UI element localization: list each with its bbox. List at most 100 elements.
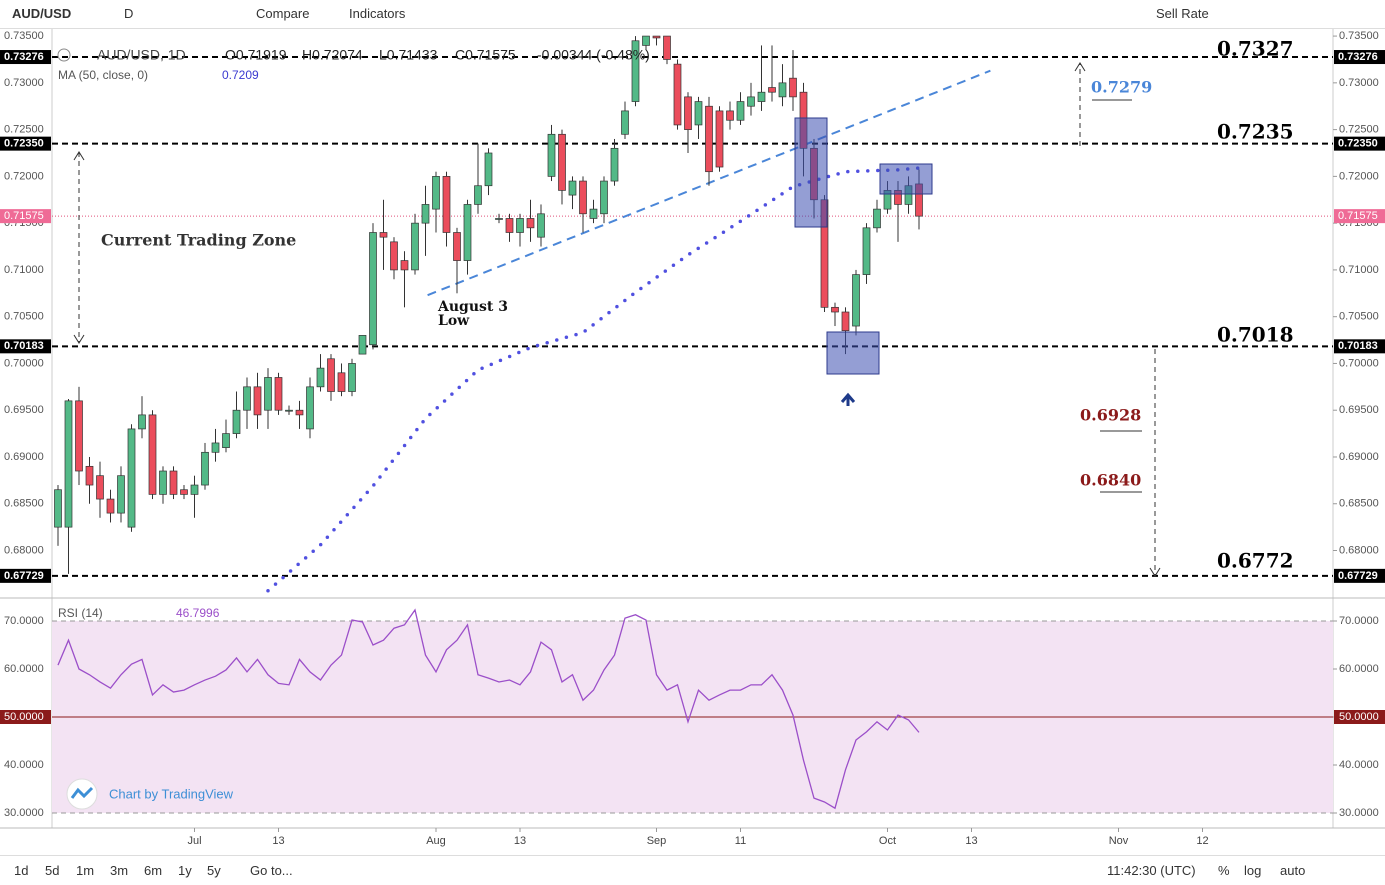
candle-body [54,489,62,528]
price-badge [1334,136,1385,151]
price-badge-label: 0.67729 [4,570,44,582]
candle-body [85,465,94,486]
y-tick-label: 0.70000 [1339,357,1379,369]
price-badge-label: 0.72350 [1338,138,1378,150]
range-button[interactable]: 1d [14,863,29,878]
price-badge-label: 0.73276 [4,51,44,63]
candle-body [127,428,136,528]
candle-body [474,185,482,205]
candle-body [768,87,776,93]
arrow-heads [73,151,85,344]
candle-body [358,335,367,355]
y-tick-label: 0.71000 [1339,264,1379,276]
candle-body [316,367,325,388]
price-badge-label: 0.73276 [1338,51,1378,63]
percent-toggle[interactable]: % [1218,863,1230,878]
legend-title: AUD/USD, 1D [97,47,186,63]
arrow-head [1074,62,1086,72]
y-tick-label: 0.68500 [1339,498,1379,510]
candle-body [673,63,682,126]
arrow-head [1149,567,1161,577]
candle-body [201,451,209,486]
target-annotation: 0.7279 [1091,78,1152,97]
rsi-legend: RSI (14) [58,606,103,620]
rsi-pane [52,608,1333,814]
price-badge [0,339,51,354]
compare[interactable]: Compare [256,6,310,21]
clock: 11:42:30 (UTC) [1107,863,1196,878]
y-tick-label: 0.69000 [4,451,44,463]
mid-badge [1334,710,1385,724]
candle-body [505,218,514,233]
range-button[interactable]: 5d [45,863,60,878]
y-tick-label: 40.0000 [4,759,44,771]
candle-body [337,372,346,392]
legend-high: H0.72074 [302,47,363,63]
candle-body [169,470,178,495]
candle-body [222,433,230,448]
y-tick-label: 0.69000 [1339,451,1379,463]
candle-body [736,101,745,121]
candle-body [610,147,619,182]
indicators[interactable]: Indicators [349,6,406,21]
target-annotation: 0.6928 [1080,406,1141,425]
candle-body [159,470,167,495]
x-tick-label: Nov [1109,835,1129,847]
candle-body [715,110,724,168]
y-tick-label: 0.71000 [4,264,44,276]
sell-rate[interactable]: Sell Rate [1156,6,1209,21]
legend-icon[interactable] [57,48,71,62]
last-price-badge [0,209,51,224]
auto-toggle[interactable]: auto [1280,863,1306,878]
candle-body [285,409,293,412]
goto[interactable]: Go to... [250,863,293,878]
y-tick-label: 0.72500 [1339,124,1379,136]
range-button[interactable]: 1y [178,863,192,878]
candle-body [390,241,398,271]
candle-body [148,414,157,495]
x-tick-label: 11 [735,835,746,847]
range-button[interactable]: 1m [76,863,95,878]
ma-value: 0.7209 [222,68,259,82]
price-pane [52,35,1333,593]
symbol[interactable]: AUD/USD [12,6,72,21]
range-button[interactable]: 3m [110,863,129,878]
candle-body [232,409,241,434]
axes: 0.68000 0.68000 0.68500 0.68500 0.69000 0.690… [0,30,1385,847]
candle-body [526,218,535,229]
y-tick-label: 70.0000 [1339,615,1379,627]
candle-body [537,213,545,238]
y-tick-label: 0.72000 [1339,170,1379,182]
interval[interactable]: D [124,6,134,21]
candle-body [757,91,766,102]
x-tick-label: Aug [426,835,446,847]
candle-body [463,204,472,261]
candle-body [778,82,787,98]
candle-body [600,180,608,215]
range-button[interactable]: 6m [144,863,163,878]
candle-body [274,377,283,411]
candle-body [64,400,73,528]
last-price-label: 0.71575 [1338,210,1378,222]
candle-body [243,386,251,411]
y-tick-label: 60.0000 [1339,663,1379,675]
candle-body [652,35,661,39]
last-price-badge [1334,209,1385,224]
candle-body [211,442,220,453]
candle-body [631,40,640,102]
candle-body [453,232,461,261]
range-button[interactable]: 5y [207,863,221,878]
x-tick-label: Oct [879,835,896,847]
log-toggle[interactable]: log [1244,863,1262,878]
candle-body [694,101,703,126]
candle-body [852,274,860,327]
price-badge [1334,568,1385,583]
y-tick-label: 0.70000 [4,357,44,369]
price-badge-label: 0.70183 [1338,340,1378,352]
last-price-label: 0.71575 [4,210,44,222]
candle-body [579,180,587,215]
price-badge [1334,339,1385,354]
candle-body [789,77,797,98]
watermark[interactable]: Chart by TradingView [109,786,234,801]
legend-change: -0.00344 (-0.48%) [537,47,650,63]
